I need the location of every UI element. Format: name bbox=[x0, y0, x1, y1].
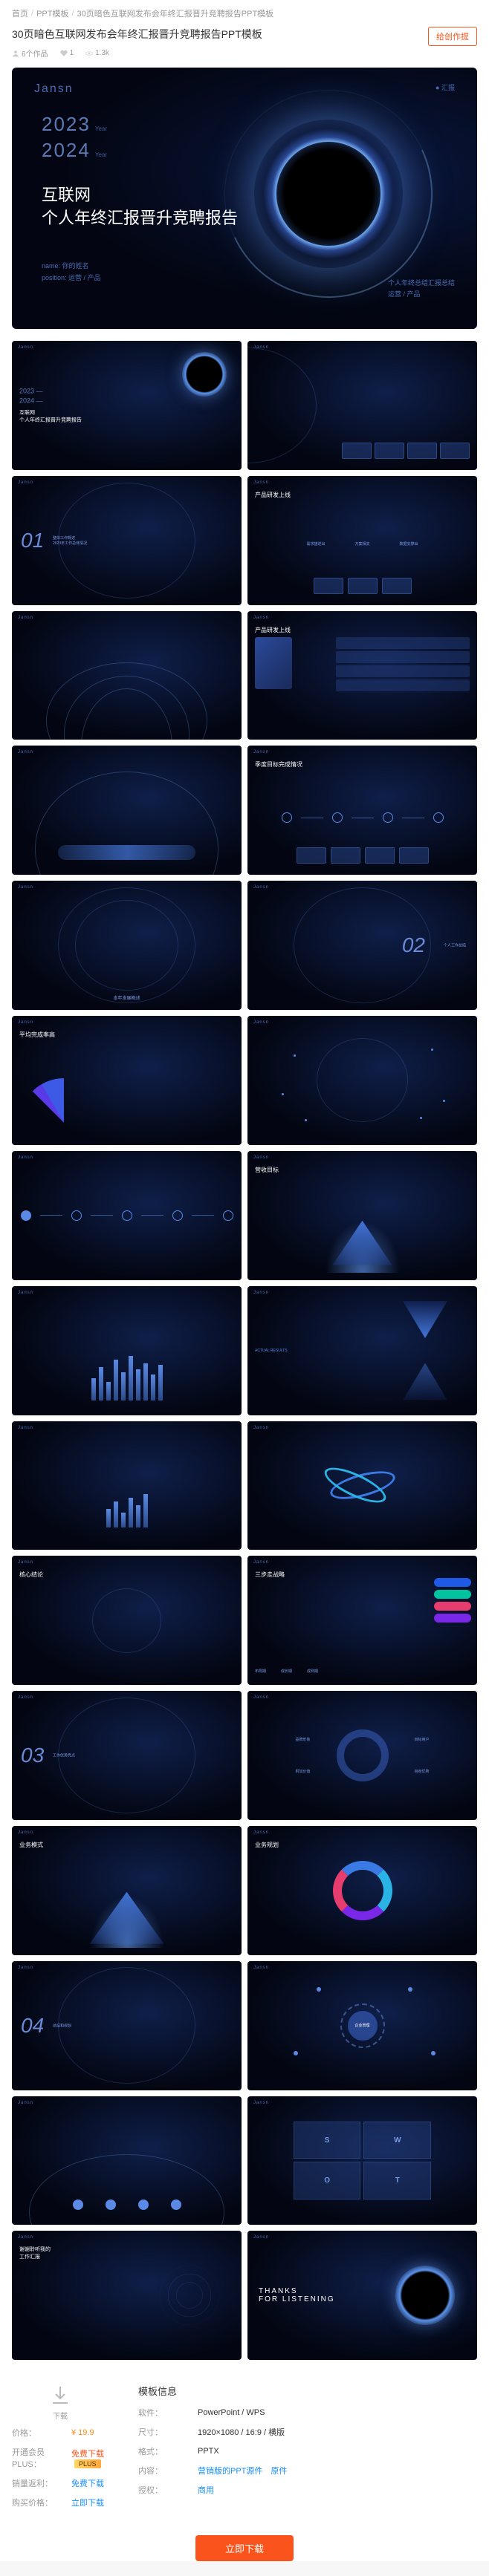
slide-thumb-20[interactable]: Jansn 三步走战略 布局期成长期成熟期 bbox=[247, 1556, 477, 1685]
eye-icon bbox=[85, 50, 93, 57]
info-title: 模板信息 bbox=[138, 2384, 477, 2398]
hero-right-caption: 个人年终总结汇报总结 运营 / 产品 bbox=[388, 278, 455, 299]
author-works[interactable]: 6个作品 bbox=[12, 48, 48, 59]
slide-thumb-1[interactable]: Jansn 2023 — 2024 — 互联网 个人年终汇报晋升竞聘报告 bbox=[12, 341, 242, 470]
slide-thumb-18[interactable]: Jansn bbox=[247, 1421, 477, 1551]
slide-thumb-26[interactable]: Jansn 企业管理 bbox=[247, 1961, 477, 2090]
slide-thumb-16[interactable]: Jansn ACTUAL RESULTS bbox=[247, 1286, 477, 1415]
breadcrumb-current: 30页暗色互联网发布会年终汇报晋升竞聘报告PPT模板 bbox=[77, 7, 274, 19]
info-link[interactable]: 营销版的PPT源件 bbox=[198, 2467, 262, 2476]
slide-thumb-27[interactable]: Jansn bbox=[12, 2096, 242, 2226]
slide-thumb-12[interactable]: Jansn bbox=[247, 1016, 477, 1145]
slide-thumb-7[interactable]: Jansn bbox=[12, 746, 242, 875]
thumbnail-grid: Jansn 2023 — 2024 — 互联网 个人年终汇报晋升竞聘报告 Jan… bbox=[0, 329, 489, 2372]
slide-thumb-29[interactable]: Jansn 谢谢聆听我的 工作汇报 bbox=[12, 2231, 242, 2360]
likes-count[interactable]: 1 bbox=[60, 49, 74, 57]
download-button[interactable]: 立即下载 bbox=[195, 2535, 294, 2561]
slide-thumb-19[interactable]: Jansn 核心结论 bbox=[12, 1556, 242, 1685]
hero-year-1: 2023 bbox=[42, 113, 91, 135]
info-row: 格式：PPTX bbox=[138, 2445, 477, 2457]
blackhole-graphic bbox=[224, 90, 433, 298]
hero-brand: Jansn bbox=[34, 82, 74, 96]
heart-icon bbox=[60, 50, 68, 57]
slide-thumb-13[interactable]: Jansn bbox=[12, 1151, 242, 1280]
page-title: 30页暗色互联网发布会年终汇报晋升竞聘报告PPT模板 bbox=[12, 27, 262, 42]
info-row: 购买价格：立即下载 bbox=[12, 2497, 109, 2508]
hero-preview: Jansn ● 汇报 2023Year 2024Year 互联网 个人年终汇报晋… bbox=[12, 68, 477, 329]
info-row: 内容：营销版的PPT源件 原件 bbox=[138, 2465, 477, 2476]
info-row: 授权：商用 bbox=[138, 2484, 477, 2496]
info-row: 销量返利：免费下载 bbox=[12, 2477, 109, 2489]
views-count: 1.3k bbox=[85, 49, 109, 57]
slide-thumb-28[interactable]: Jansn S W O T bbox=[247, 2096, 477, 2226]
info-link[interactable]: 商用 bbox=[198, 2486, 214, 2495]
download-icon-block: 下载 bbox=[12, 2384, 109, 2421]
slide-thumb-4[interactable]: Jansn 产品研发上线 需求描述出 方案相关 数据支撑出 bbox=[247, 476, 477, 605]
hero-year-2: 2024 bbox=[42, 139, 91, 161]
breadcrumb-home[interactable]: 首页 bbox=[12, 7, 28, 19]
info-value: ¥ 19.9 bbox=[71, 2428, 94, 2437]
slide-thumb-2[interactable]: Jansn bbox=[247, 341, 477, 470]
slide-thumb-23[interactable]: Jansn 业务模式 bbox=[12, 1826, 242, 1955]
user-icon bbox=[12, 50, 19, 57]
info-row: 尺寸：1920×1080 / 16:9 / 横版 bbox=[138, 2426, 477, 2438]
slide-thumb-15[interactable]: Jansn bbox=[12, 1286, 242, 1415]
info-section: 下载 价格：¥ 19.9 开通会员PLUS：免费下载PLUS 销量返利：免费下载购买… bbox=[0, 2372, 489, 2528]
slide-thumb-17[interactable]: Jansn bbox=[12, 1421, 242, 1551]
slide-thumb-25[interactable]: Jansn 04 总结和规划 bbox=[12, 1961, 242, 2090]
slide-thumb-8[interactable]: Jansn 季度目标完成情况 bbox=[247, 746, 477, 875]
slide-thumb-5[interactable]: Jansn bbox=[12, 611, 242, 740]
slide-thumb-6[interactable]: Jansn 产品研发上线 bbox=[247, 611, 477, 740]
hero-corner-label: ● 汇报 bbox=[435, 82, 455, 92]
slide-thumb-22[interactable]: Jansn 品牌形象 目标用户 附加价值 自身优势 bbox=[247, 1691, 477, 1820]
breadcrumb: 首页 / PPT模板 / 30页暗色互联网发布会年终汇报晋升竞聘报告PPT模板 bbox=[0, 0, 489, 27]
info-value[interactable]: 立即下载 bbox=[71, 2497, 104, 2508]
slide-thumb-11[interactable]: Jansn 平均完成率高 bbox=[12, 1016, 242, 1145]
slide-thumb-3[interactable]: Jansn 01 整体工作概述 2023年工作总体情况 bbox=[12, 476, 242, 605]
promo-button[interactable]: 给创作提 bbox=[428, 27, 477, 46]
info-value[interactable]: 免费下载 bbox=[71, 2477, 104, 2489]
info-value[interactable]: 免费下载PLUS bbox=[71, 2448, 109, 2468]
slide-thumb-30[interactable]: Jansn THANKS FOR LISTENING bbox=[247, 2231, 477, 2360]
slide-thumb-21[interactable]: Jansn 03 工作优势亮点 bbox=[12, 1691, 242, 1820]
slide-thumb-10[interactable]: Jansn 02 个人工作总结 bbox=[247, 881, 477, 1010]
breadcrumb-category[interactable]: PPT模板 bbox=[36, 7, 68, 19]
download-icon bbox=[48, 2384, 72, 2407]
slide-thumb-9[interactable]: Jansn 本年发展概述 bbox=[12, 881, 242, 1010]
info-row: 价格：¥ 19.9 bbox=[12, 2427, 109, 2439]
info-row: 开通会员PLUS：免费下载PLUS bbox=[12, 2446, 109, 2470]
slide-thumb-24[interactable]: Jansn 业务规划 bbox=[247, 1826, 477, 1955]
slide-thumb-14[interactable]: Jansn 营收目标 bbox=[247, 1151, 477, 1280]
info-row: 软件：PowerPoint / WPS bbox=[138, 2407, 477, 2419]
info-link[interactable]: 原件 bbox=[271, 2467, 287, 2476]
